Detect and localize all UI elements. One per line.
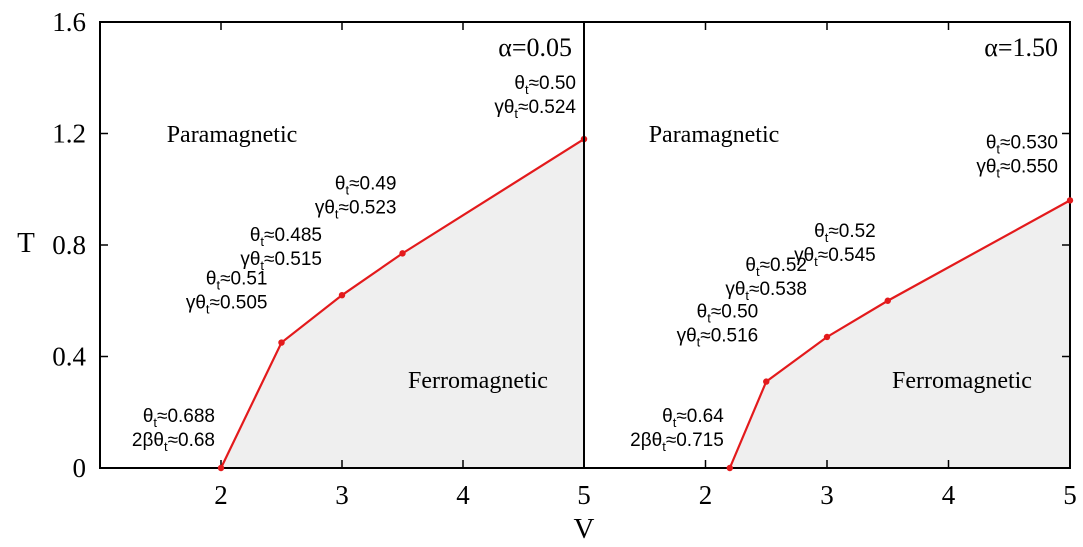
annotation-text: θt≈0.688 — [143, 406, 215, 430]
annotation-text: 2βθt≈0.715 — [630, 430, 724, 454]
x-axis-title: V — [574, 513, 595, 545]
y-axis: 0 0.4 0.8 1.2 1.6 — [52, 7, 108, 483]
paramagnetic-label: Paramagnetic — [167, 122, 298, 148]
annotation-text: γθt≈0.538 — [725, 279, 807, 303]
alpha-label: α=0.05 — [498, 33, 572, 62]
ferromagnetic-region-fill — [221, 139, 584, 468]
y-axis-title: T — [17, 227, 35, 259]
annotation-text: θt≈0.51 — [206, 269, 268, 293]
x-tick-label: 2 — [699, 480, 713, 510]
annotation-text: θt≈0.49 — [335, 173, 397, 197]
transition-point — [823, 333, 831, 341]
x-tick-label: 2 — [214, 480, 228, 510]
annotation-text: 2βθt≈0.68 — [132, 430, 215, 454]
annotation-text: θt≈0.530 — [986, 132, 1058, 156]
y-tick-label: 0.8 — [52, 230, 86, 260]
y-tick-label: 1.6 — [52, 7, 86, 37]
annotation-text: θt≈0.52 — [814, 221, 876, 245]
y-tick-label: 0.4 — [52, 342, 86, 372]
transition-point — [338, 291, 346, 299]
y-tick-label: 1.2 — [52, 119, 86, 149]
transition-point — [726, 464, 733, 472]
ferromagnetic-region-fill — [729, 200, 1070, 468]
transition-point — [399, 250, 406, 257]
annotation-text: γθt≈0.524 — [494, 97, 576, 121]
x-tick-label: 3 — [820, 480, 834, 510]
annotation-text: θt≈0.64 — [662, 406, 724, 430]
ferromagnetic-label: Ferromagnetic — [408, 368, 548, 394]
annotation-text: γθt≈0.550 — [976, 156, 1058, 180]
annotation-text: θt≈0.50 — [514, 73, 576, 97]
x-tick-label: 4 — [456, 480, 470, 510]
annotation-text: θt≈0.485 — [250, 225, 322, 249]
annotation-text: γθt≈0.523 — [315, 197, 397, 221]
paramagnetic-label: Paramagnetic — [649, 122, 780, 148]
x-tick-label: 5 — [1063, 480, 1077, 510]
transition-point — [217, 464, 225, 472]
transition-point — [1066, 197, 1074, 204]
annotation-text: γθt≈0.516 — [677, 326, 759, 350]
annotation-text: γθt≈0.505 — [186, 293, 268, 317]
x-tick-label: 5 — [577, 480, 591, 510]
x-tick-label: 3 — [335, 480, 349, 510]
annotation-text: γθt≈0.515 — [240, 249, 322, 273]
annotation-text: γθt≈0.545 — [794, 245, 876, 269]
x-tick-label: 4 — [942, 480, 956, 510]
ferromagnetic-label: Ferromagnetic — [892, 368, 1032, 394]
alpha-label: α=1.50 — [984, 33, 1058, 62]
transition-point — [763, 378, 770, 385]
transition-point — [278, 339, 285, 346]
transition-point — [884, 297, 891, 304]
annotation-text: θt≈0.50 — [697, 302, 759, 326]
y-tick-label: 0 — [73, 453, 87, 483]
annotation-text: θt≈0.52 — [745, 255, 807, 279]
